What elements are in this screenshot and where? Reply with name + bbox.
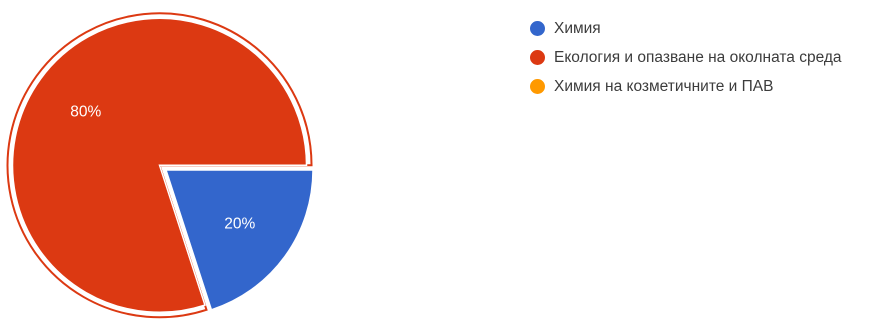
legend-item-ekologiya[interactable]: Екология и опазване на околната среда	[530, 47, 865, 68]
legend-swatch-ekologiya	[530, 50, 545, 65]
legend-swatch-kozmetika	[530, 79, 545, 94]
legend: Химия Екология и опазване на околната ср…	[530, 18, 865, 105]
legend-label-khimiya: Химия	[554, 20, 601, 37]
legend-item-kozmetika[interactable]: Химия на козметичните и ПАВ	[530, 76, 865, 97]
legend-item-khimiya[interactable]: Химия	[530, 18, 865, 39]
slice-label-ekologiya: 80%	[70, 104, 101, 121]
slice-label-khimiya: 20%	[224, 216, 255, 233]
legend-label-ekologiya: Екология и опазване на околната среда	[554, 49, 842, 66]
pie-slice-khimiya[interactable]	[164, 169, 314, 311]
pie-slice-ekologiya[interactable]	[11, 17, 308, 313]
legend-label-kozmetika: Химия на козметичните и ПАВ	[554, 78, 774, 95]
legend-swatch-khimiya	[530, 21, 545, 36]
